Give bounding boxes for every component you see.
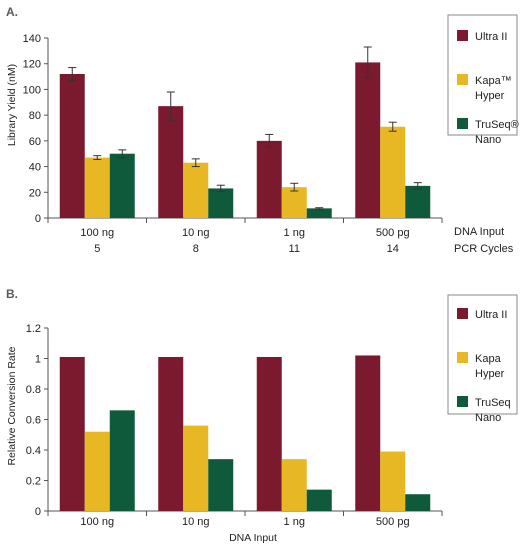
panel-b-bar-kapa <box>84 431 110 511</box>
panel-b-legend-label: Kapa <box>475 353 502 365</box>
panel-b-bar-ultraii <box>355 355 381 511</box>
panel-a-y-tick-label: 40 <box>29 162 41 174</box>
panel-b-legend-swatch <box>457 308 468 319</box>
panel-a-legend-label: TruSeq® <box>475 119 519 131</box>
panel-b-y-tick-label: 0.6 <box>26 415 41 427</box>
panel-a-legend-swatch <box>457 118 468 129</box>
panel-a-legend-swatch <box>457 30 468 41</box>
panel-b-legend-swatch <box>457 352 468 363</box>
panel-a-y-tick-label: 0 <box>35 213 41 225</box>
panel-b-bar-truseq <box>109 410 135 511</box>
panel-a-legend-label: Ultra II <box>475 31 507 43</box>
panel-a-legend-label: Kapa™ <box>475 75 512 87</box>
panel-a-bar-truseq <box>306 208 332 218</box>
panel-a-chart: 0 20 40 60 80 100 120 140 100 ng 5 10 ng 8 1 ng 11 500… <box>23 14 519 255</box>
panel-a-x-tick-label: 500 pg <box>376 227 410 239</box>
panel-b-y-tick-label: 1 <box>35 354 41 366</box>
panel-a-bar-kapa <box>281 187 307 218</box>
panel-a-y-tick-label: 120 <box>23 59 41 71</box>
panel-a-x-tick-label: 1 ng <box>284 227 305 239</box>
panel-b-legend-label: TruSeq <box>475 397 511 409</box>
panel-b-bar-kapa <box>281 459 307 511</box>
panel-b-y-tick-label: 0.4 <box>26 445 41 457</box>
panel-a-x-tick-label: 10 ng <box>182 227 210 239</box>
panel-a-category-caption-line2: PCR Cycles <box>454 243 514 255</box>
panel-b-legend-swatch <box>457 396 468 407</box>
panel-b-chart: 0 0.2 0.4 0.6 0.8 1 1.2 100 ng 10 ng 1 ng 500 pg Ul… <box>26 294 518 528</box>
panel-a-bar-truseq <box>405 185 431 218</box>
panel-b-bar-truseq <box>306 489 332 511</box>
panel-a-x-tick-label: 100 ng <box>80 227 114 239</box>
panel-a-y-tick-label: 100 <box>23 84 41 96</box>
panel-a-bar-ultraii <box>256 140 282 218</box>
panel-b-bar-kapa <box>183 425 209 511</box>
panel-b-ylabel: Relative Conversion Rate <box>6 346 18 465</box>
panel-a-y-tick-label: 60 <box>29 136 41 148</box>
panel-a-bar-ultraii <box>158 106 184 218</box>
panel-b-x-tick-label: 10 ng <box>182 516 210 528</box>
panel-b-y-tick-label: 0.8 <box>26 384 41 396</box>
panel-b-bar-ultraii <box>59 356 85 511</box>
panel-a-x-tick-label-line2: 5 <box>94 243 100 255</box>
panel-b-bar-truseq <box>208 459 234 511</box>
panel-a-x-tick-label-line2: 8 <box>193 243 199 255</box>
panel-a-bar-kapa <box>183 162 209 218</box>
panel-b-y-tick-label: 0 <box>35 506 41 518</box>
panel-b-label: B. <box>6 287 18 301</box>
panel-b-legend-label: Ultra II <box>475 309 507 321</box>
panel-a-legend-swatch <box>457 74 468 85</box>
panel-b-legend-label-line2: Hyper <box>475 368 505 380</box>
panel-b-x-tick-label: 100 ng <box>80 516 114 528</box>
panel-a-x-tick-label-line2: 11 <box>289 243 300 255</box>
panel-a-y-tick-label: 20 <box>29 187 41 199</box>
panel-a-bar-kapa <box>84 157 110 218</box>
panel-b-bar-ultraii <box>158 356 184 511</box>
panel-a-legend-label-line2: Hyper <box>475 90 505 102</box>
panel-b-legend-label-line2: Nano <box>475 412 501 424</box>
panel-a-bar-truseq <box>208 188 234 218</box>
panel-b-xlabel: DNA Input <box>229 532 277 544</box>
panel-b-bar-kapa <box>380 451 406 511</box>
panel-b-x-tick-label: 500 pg <box>376 516 410 528</box>
panel-a-bar-truseq <box>109 153 135 218</box>
panel-a-label: A. <box>6 5 18 19</box>
panel-a-bar-ultraii <box>59 74 85 218</box>
panel-b-y-tick-label: 0.2 <box>26 476 41 488</box>
panel-a-bar-kapa <box>380 126 406 218</box>
panel-a-x-tick-label-line2: 14 <box>387 243 399 255</box>
panel-a-legend-label-line2: Nano <box>475 134 501 146</box>
panel-a-bar-ultraii <box>355 62 381 218</box>
panel-a-y-tick-label: 80 <box>29 110 41 122</box>
panel-a-ylabel: Library Yield (nM) <box>6 64 18 146</box>
panel-b-y-tick-label: 1.2 <box>26 323 41 335</box>
panel-b-bar-truseq <box>405 494 431 511</box>
panel-b-x-tick-label: 1 ng <box>284 516 305 528</box>
panel-a-category-caption: DNA Input <box>454 226 504 238</box>
panel-b-bar-ultraii <box>256 356 282 511</box>
panel-a-y-tick-label: 140 <box>23 33 41 45</box>
